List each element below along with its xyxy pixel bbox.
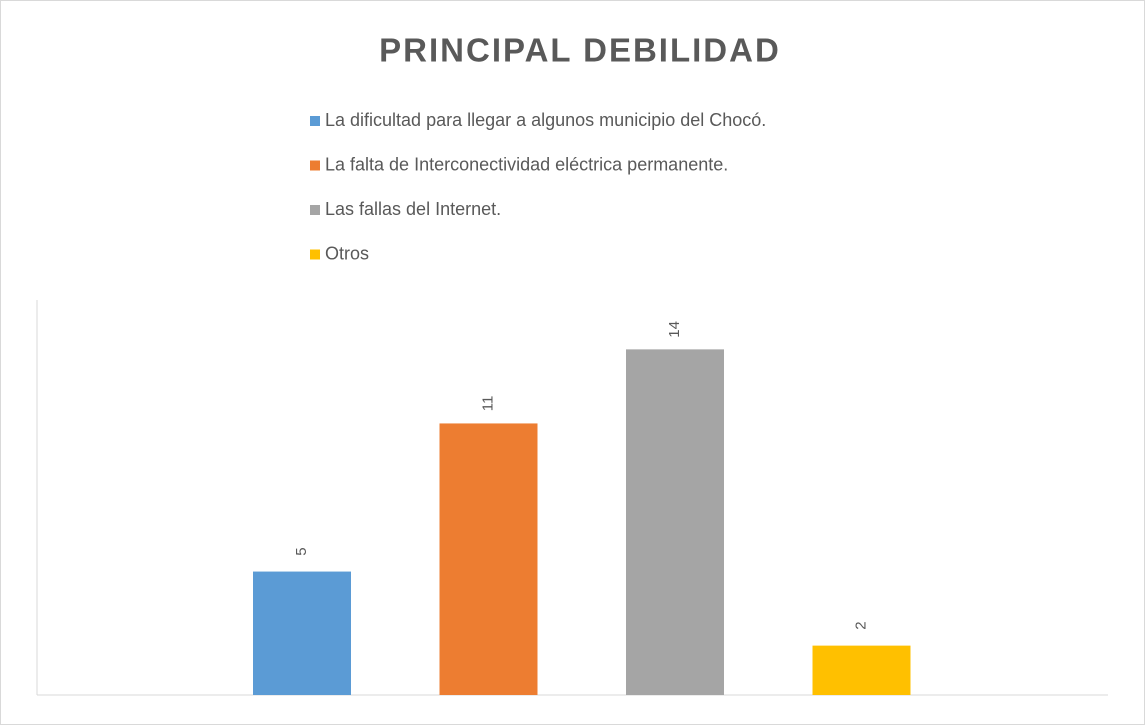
legend-swatch	[310, 249, 320, 260]
data-label: 14	[666, 321, 683, 338]
bar	[812, 645, 911, 695]
bar	[626, 349, 724, 695]
legend-label: La dificultad para llegar a algunos muni…	[325, 110, 766, 130]
data-label: 2	[852, 621, 869, 629]
legend-label: Otros	[325, 243, 369, 263]
data-label: 11	[479, 396, 496, 412]
bar	[439, 423, 538, 695]
legend-label: La falta de Interconectividad eléctrica …	[325, 154, 728, 174]
legend-label: Las fallas del Internet.	[325, 199, 501, 219]
chart-title: PRINCIPAL DEBILIDAD	[379, 32, 781, 69]
legend-swatch	[310, 160, 320, 171]
bar	[253, 571, 351, 695]
data-label: 5	[293, 547, 310, 555]
legend-swatch	[310, 116, 320, 126]
legend-swatch	[310, 205, 320, 215]
